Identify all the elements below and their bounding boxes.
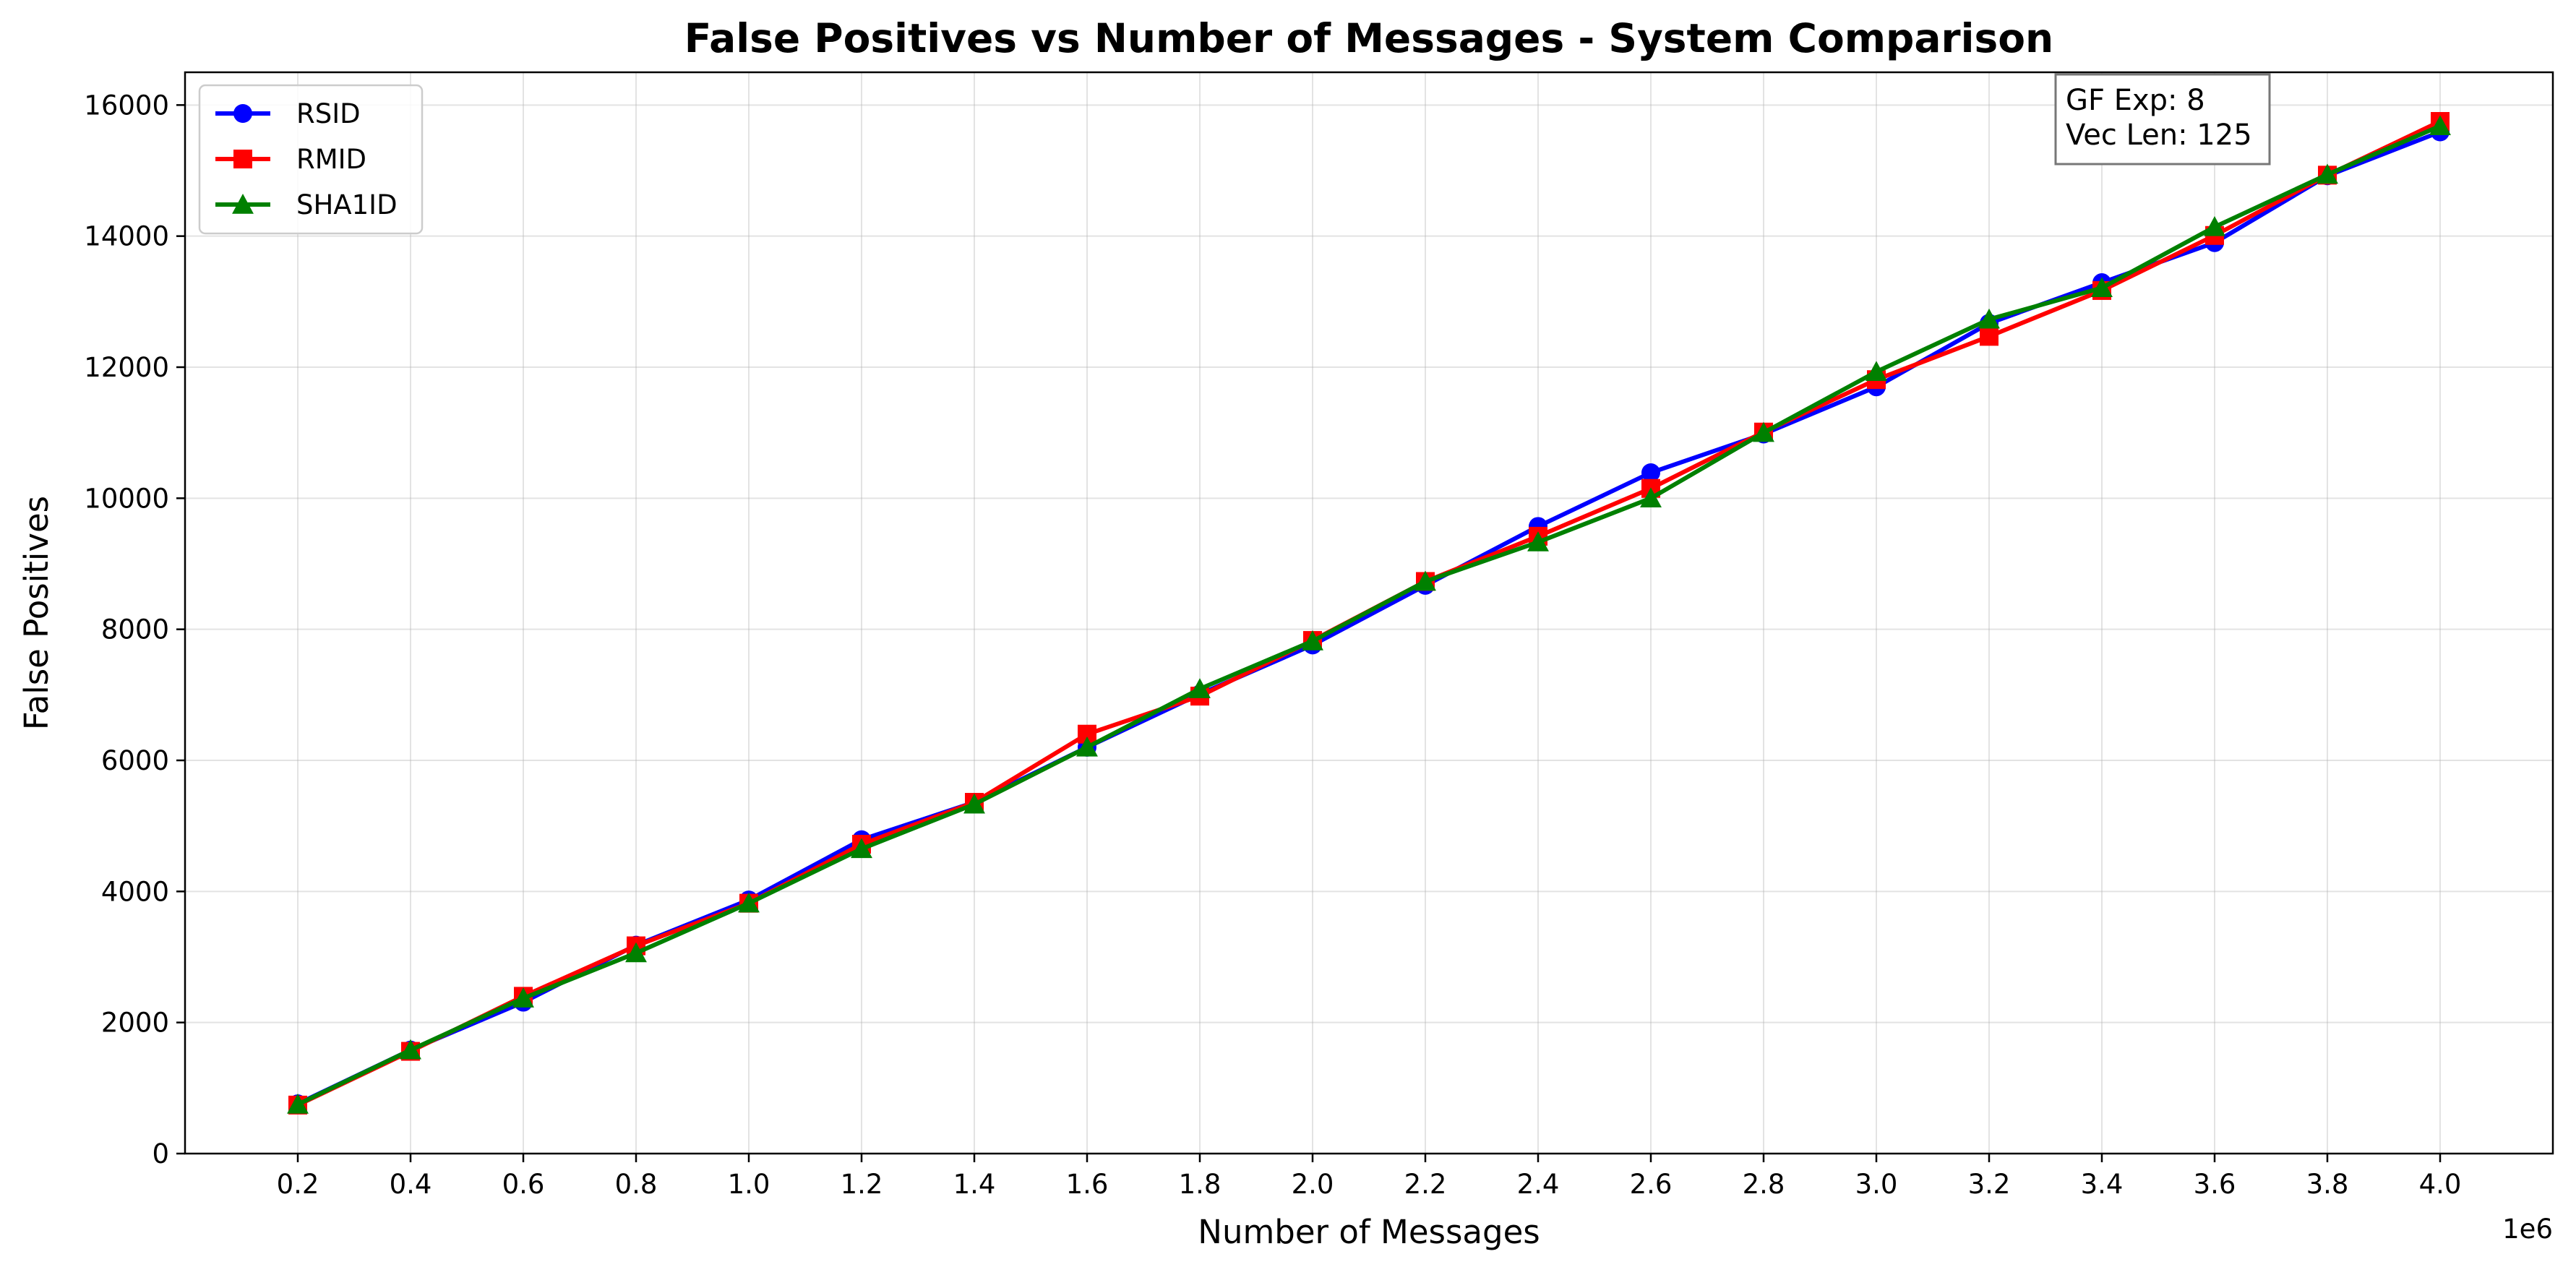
y-tick-label: 6000 [101, 745, 169, 776]
data-point-sha1id [1302, 630, 1323, 651]
y-tick-label: 10000 [84, 483, 169, 514]
grid [185, 72, 2553, 1154]
x-tick-label: 2.4 [1517, 1169, 1560, 1200]
data-point-sha1id [1640, 487, 1662, 508]
data-point-sha1id [1076, 736, 1098, 757]
data-point-sha1id [2317, 163, 2338, 184]
x-tick-label: 1.8 [1179, 1169, 1222, 1200]
data-point-sha1id [738, 892, 760, 913]
x-tick-label: 1.4 [953, 1169, 996, 1200]
legend-item-sha1id: SHA1ID [215, 189, 398, 220]
data-point-sha1id [2204, 216, 2225, 236]
x-tick-label: 3.2 [1968, 1169, 2011, 1200]
data-point-sha1id [1866, 361, 1887, 382]
y-tick-label: 8000 [101, 614, 169, 645]
data-point-rsid [1641, 463, 1660, 482]
y-tick-label: 14000 [84, 221, 169, 252]
x-tick-label: 4.0 [2419, 1169, 2462, 1200]
x-tick-label: 2.8 [1743, 1169, 1785, 1200]
data-point-sha1id [1414, 570, 1436, 591]
legend-label-rsid: RSID [296, 98, 361, 129]
data-point-sha1id [851, 838, 872, 859]
x-tick-label: 1.2 [841, 1169, 883, 1200]
data-point-sha1id [1753, 421, 1774, 442]
legend: RSID RMID SHA1ID [198, 84, 424, 235]
data-point-sha1id [1527, 531, 1549, 551]
data-point-sha1id [625, 942, 647, 963]
data-point-sha1id [400, 1039, 421, 1060]
legend-item-rmid: RMID [215, 144, 366, 175]
y-axis-label: False Positives [17, 496, 56, 730]
x-tick-label: 3.0 [1855, 1169, 1898, 1200]
x-tick-label: 3.8 [2306, 1169, 2349, 1200]
data-point-sha1id [512, 987, 534, 1008]
annotation-line: Vec Len: 125 [2066, 119, 2252, 152]
x-tick-label: 0.8 [615, 1169, 658, 1200]
data-point-sha1id [963, 793, 985, 814]
series-sha1id [287, 115, 2451, 1114]
legend-marker-rsid [233, 104, 252, 123]
y-tick-label: 12000 [84, 352, 169, 383]
annotation-line: GF Exp: 8 [2066, 84, 2205, 117]
x-tick-label: 1.0 [728, 1169, 770, 1200]
x-tick-label: 2.0 [1292, 1169, 1334, 1200]
legend-item-rsid: RSID [215, 98, 361, 129]
x-tick-label: 2.2 [1404, 1169, 1447, 1200]
x-tick-label: 3.4 [2081, 1169, 2124, 1200]
data-point-sha1id [2429, 115, 2451, 136]
legend-box [198, 84, 424, 235]
x-tick-label: 1.6 [1066, 1169, 1109, 1200]
x-tick-label: 2.6 [1630, 1169, 1673, 1200]
x-axis: 0.2 0.4 0.6 0.8 1.0 1.2 1.4 1.6 1.8 2.0 2.2 2.4 2.6 2… [277, 1154, 2462, 1200]
data-point-sha1id [1189, 678, 1211, 698]
legend-marker-sha1id [232, 194, 254, 214]
data-point-sha1id [2091, 277, 2113, 298]
data-point-sha1id [287, 1094, 309, 1114]
data-point-sha1id [1978, 308, 2000, 329]
legend-marker-rmid [233, 150, 252, 168]
y-tick-label: 4000 [101, 876, 169, 907]
x-tick-label: 0.6 [502, 1169, 545, 1200]
chart-title: False Positives vs Number of Messages - … [684, 15, 2053, 61]
y-tick-label: 2000 [101, 1008, 169, 1039]
annotation-box [2054, 73, 2271, 166]
series-layer [287, 112, 2451, 1115]
data-point-rmid [1980, 327, 1998, 346]
plot-frame [184, 71, 2554, 1155]
x-tick-label: 3.6 [2194, 1169, 2236, 1200]
x-axis-label: Number of Messages [1198, 1213, 1540, 1251]
y-tick-label: 16000 [84, 90, 169, 121]
y-axis: 0 2000 4000 6000 8000 10000 12000 14000 16000 [84, 90, 185, 1169]
y-tick-label: 0 [152, 1138, 169, 1169]
legend-label-sha1id: SHA1ID [296, 189, 398, 220]
x-tick-label: 0.4 [390, 1169, 432, 1200]
series-line-sha1id [296, 124, 2442, 1107]
x-axis-offset-label: 1e6 [2502, 1214, 2553, 1245]
x-tick-label: 0.2 [277, 1169, 319, 1200]
legend-label-rmid: RMID [296, 144, 366, 175]
